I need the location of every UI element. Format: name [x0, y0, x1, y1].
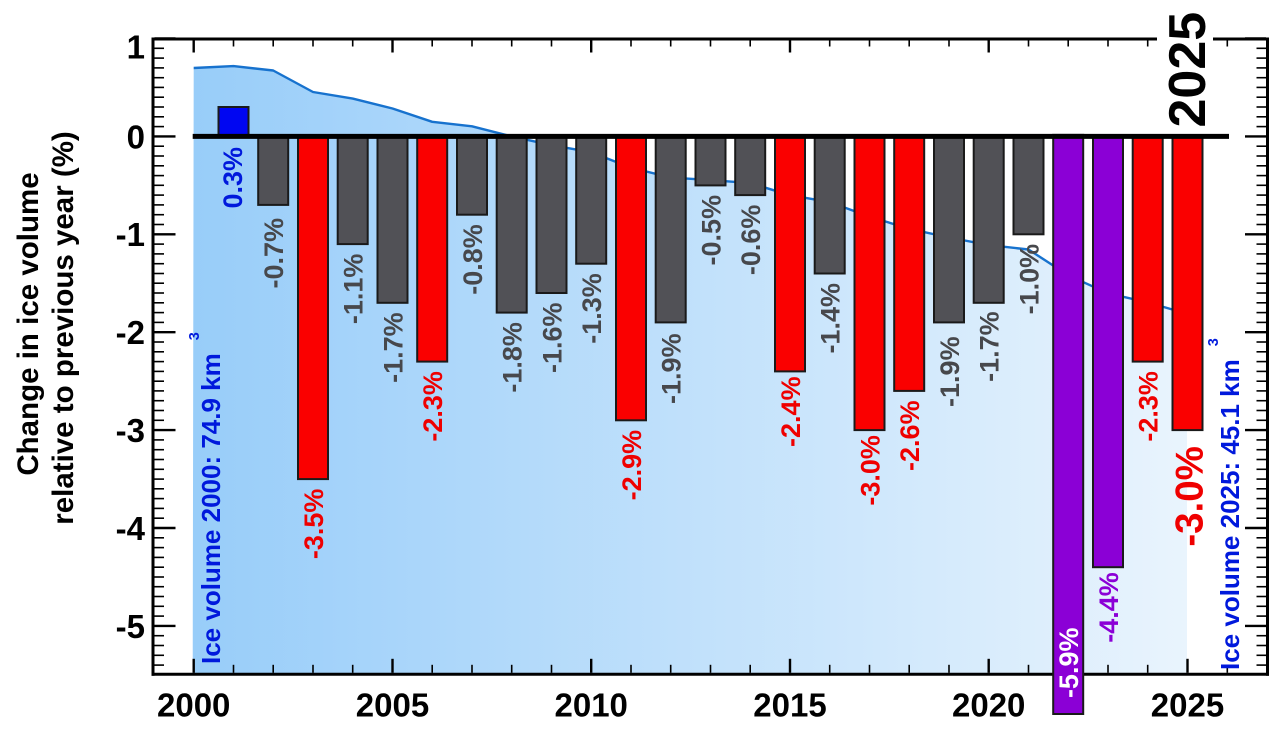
- svg-text:2020: 2020: [952, 687, 1025, 724]
- svg-text:-3.0%: -3.0%: [856, 435, 886, 506]
- svg-text:-1.6%: -1.6%: [538, 303, 568, 374]
- svg-text:-5.9%: -5.9%: [1054, 628, 1084, 699]
- svg-text:-1.3%: -1.3%: [577, 273, 607, 344]
- svg-text:-1.7%: -1.7%: [975, 311, 1005, 382]
- svg-text:-2.6%: -2.6%: [895, 400, 925, 471]
- svg-text:-1.4%: -1.4%: [816, 283, 846, 354]
- svg-text:-2.3%: -2.3%: [1134, 371, 1164, 442]
- svg-text:-2.4%: -2.4%: [776, 376, 806, 447]
- svg-text:2025: 2025: [1151, 687, 1224, 724]
- svg-text:2005: 2005: [356, 687, 429, 724]
- svg-text:-2.9%: -2.9%: [617, 430, 647, 501]
- svg-text:-1.9%: -1.9%: [935, 336, 965, 407]
- svg-text:0.3%: 0.3%: [218, 147, 248, 209]
- svg-text:2000: 2000: [157, 687, 230, 724]
- svg-text:-1.8%: -1.8%: [498, 322, 528, 393]
- svg-text:-0.5%: -0.5%: [697, 195, 727, 266]
- svg-text:relative to previous year (%): relative to previous year (%): [47, 131, 80, 524]
- svg-text:-5: -5: [116, 608, 145, 645]
- svg-text:Change in ice volume: Change in ice volume: [12, 172, 45, 475]
- svg-text:-4.4%: -4.4%: [1094, 572, 1124, 643]
- svg-text:1: 1: [127, 29, 145, 66]
- svg-text:-1.9%: -1.9%: [657, 333, 687, 404]
- svg-text:-3.5%: -3.5%: [299, 489, 329, 560]
- svg-text:-3.0%: -3.0%: [1169, 446, 1212, 547]
- svg-text:2025: 2025: [1159, 12, 1217, 128]
- svg-text:-4: -4: [116, 510, 146, 547]
- svg-text:-1: -1: [116, 216, 145, 253]
- svg-text:-2.3%: -2.3%: [418, 371, 448, 442]
- svg-text:2010: 2010: [554, 687, 627, 724]
- svg-text:-2: -2: [116, 314, 145, 351]
- svg-text:-1.7%: -1.7%: [379, 312, 409, 383]
- svg-text:-0.7%: -0.7%: [259, 218, 289, 289]
- svg-text:-0.8%: -0.8%: [458, 224, 488, 295]
- svg-text:-0.6%: -0.6%: [736, 205, 766, 276]
- svg-text:-3: -3: [116, 412, 145, 449]
- svg-text:-1.1%: -1.1%: [339, 254, 369, 325]
- svg-text:2015: 2015: [753, 687, 826, 724]
- svg-text:-1.0%: -1.0%: [1015, 244, 1045, 315]
- svg-text:0: 0: [127, 118, 145, 155]
